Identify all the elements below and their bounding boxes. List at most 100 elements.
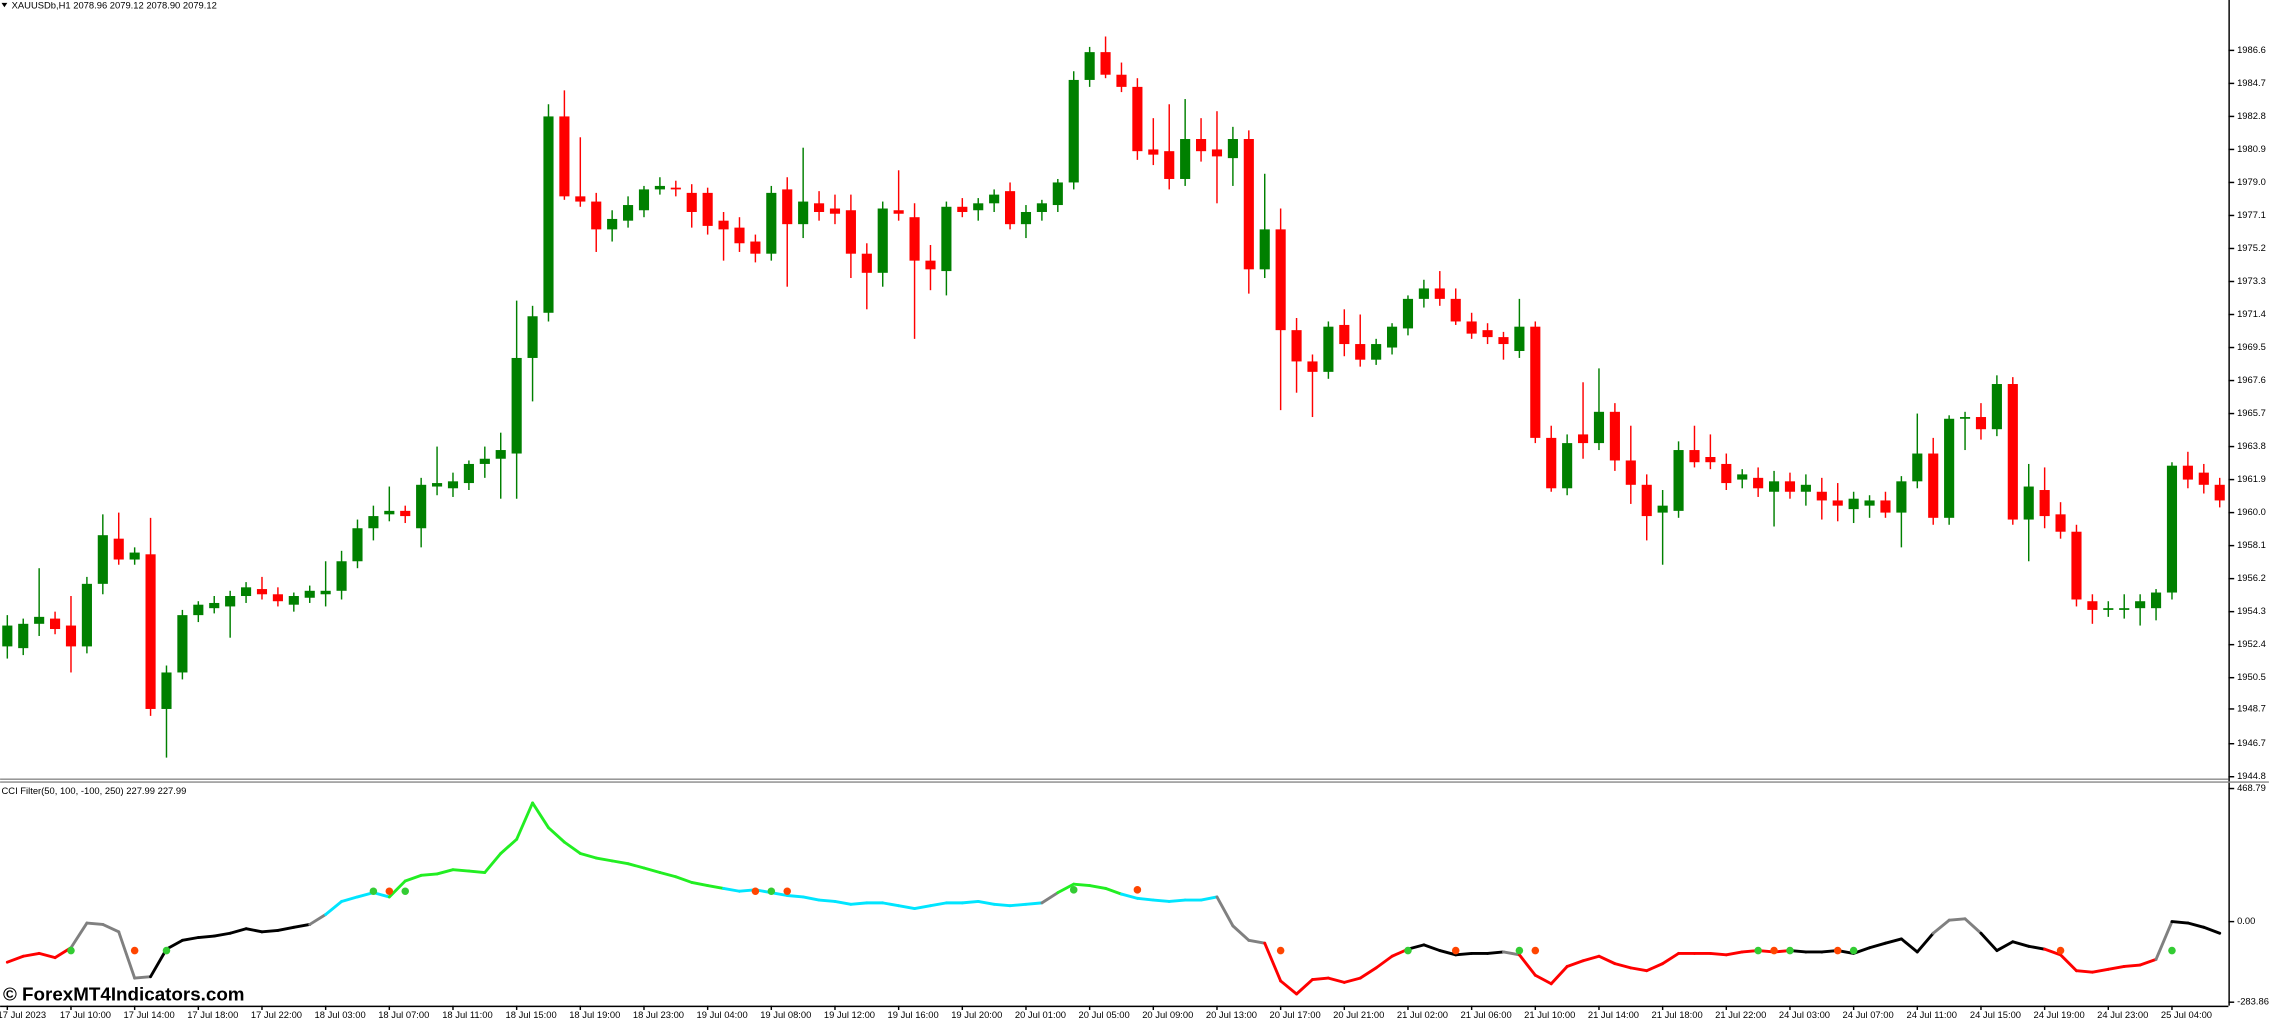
candle-body <box>1562 443 1573 489</box>
y-tick-label: 1950.5 <box>2237 671 2266 682</box>
indicator-segment <box>276 925 296 932</box>
indicator-segment <box>2122 963 2142 968</box>
candle-body <box>161 672 172 709</box>
y-tick-label: 468.79 <box>2237 782 2266 793</box>
signal-dot <box>1069 886 1078 894</box>
candle-body <box>256 589 268 595</box>
signal-dot <box>1770 946 1778 955</box>
signal-dot <box>767 887 776 896</box>
signal-dot <box>1404 946 1412 955</box>
candle-body <box>2039 490 2050 517</box>
indicator-segment <box>165 938 184 951</box>
x-tick-label: 17 Jul 14:00 <box>124 1009 175 1020</box>
candle-body <box>1673 450 1684 511</box>
y-tick-label: 1961.9 <box>2237 473 2266 484</box>
candle-body <box>495 450 506 459</box>
candle-body <box>1705 457 1716 463</box>
indicator-segment <box>403 873 423 883</box>
indicator-segment <box>785 894 805 899</box>
candle-body <box>766 192 777 254</box>
indicator-segment <box>419 872 439 877</box>
signal-dot <box>1849 946 1858 955</box>
candle-body <box>2071 531 2082 600</box>
candle-body <box>1784 481 1796 492</box>
x-tick-label: 19 Jul 08:00 <box>760 1009 811 1020</box>
indicator-segment <box>1311 976 1330 981</box>
indicator-segment <box>212 931 232 938</box>
signal-dot <box>401 887 409 896</box>
candle-body <box>34 616 45 624</box>
candle-body <box>1912 453 1923 482</box>
candle-body <box>2103 608 2114 610</box>
candle-body <box>447 481 459 489</box>
indicator-segment <box>1963 917 1983 935</box>
candle-body <box>702 192 713 226</box>
indicator-segment <box>1581 954 1601 963</box>
candle-body <box>1800 484 1811 492</box>
candle-body <box>272 594 283 602</box>
candle-body <box>543 116 554 313</box>
indicator-segment <box>1947 917 1967 922</box>
indicator-segment <box>292 923 312 929</box>
indicator-segment <box>483 852 503 874</box>
indicator-segment <box>658 871 678 879</box>
signal-dot <box>751 887 760 896</box>
signal-dot <box>1451 946 1460 955</box>
indicator-segment <box>1661 951 1681 966</box>
indicator-segment <box>817 898 837 903</box>
x-tick-label: 21 Jul 10:00 <box>1524 1009 1575 1020</box>
x-tick-label: 21 Jul 18:00 <box>1652 1009 1703 1020</box>
signal-dot <box>1276 946 1285 955</box>
indicator-segment <box>960 900 980 905</box>
indicator-segment <box>547 826 566 844</box>
indicator-segment <box>2090 967 2110 974</box>
candle-body <box>782 189 793 225</box>
indicator-segment <box>1008 902 1028 908</box>
x-tick-label: 18 Jul 19:00 <box>569 1009 620 1020</box>
indicator-title: CCI Filter(50, 100, -100, 250) 227.99 22… <box>2 785 187 796</box>
candle-body <box>1657 505 1668 513</box>
y-tick-label: 1975.2 <box>2237 242 2266 253</box>
candle-body <box>1625 460 1636 485</box>
indicator-segment <box>180 936 200 942</box>
candle-body <box>1577 434 1589 444</box>
candle-body <box>559 116 570 197</box>
indicator-segment <box>515 801 535 841</box>
candle-body <box>1004 191 1016 225</box>
candle-body <box>145 554 156 709</box>
candle-body <box>1896 481 1907 513</box>
candle-body <box>81 583 92 647</box>
indicator-segment <box>1486 950 1505 955</box>
indicator-segment <box>610 859 630 866</box>
indicator-segment <box>1565 959 1585 968</box>
candle-body <box>1816 491 1827 501</box>
indicator-segment <box>2027 944 2047 951</box>
candle-body <box>2166 465 2178 593</box>
candle-body <box>1339 324 1350 345</box>
candle-body <box>1753 477 1764 489</box>
indicator-segment <box>929 901 948 908</box>
candle-body <box>129 552 140 560</box>
candle-body <box>352 528 363 562</box>
x-tick-label: 19 Jul 12:00 <box>824 1009 875 1020</box>
indicator-segment <box>5 954 25 964</box>
candle-body <box>97 535 108 584</box>
signal-dot <box>1754 946 1762 955</box>
x-tick-label: 17 Jul 2023 <box>0 1009 46 1020</box>
candle-body <box>241 587 252 597</box>
signal-dot <box>2168 946 2176 955</box>
indicator-segment <box>1979 931 1999 953</box>
indicator-segment <box>1931 918 1951 935</box>
indicator-segment <box>801 895 821 902</box>
indicator-segment <box>2186 921 2206 929</box>
y-tick-label: 1969.5 <box>2237 341 2266 352</box>
y-tick-label: 1979.0 <box>2237 176 2266 187</box>
x-tick-label: 17 Jul 10:00 <box>60 1009 111 1020</box>
candle-body <box>845 210 856 254</box>
y-tick-label: 1973.3 <box>2237 275 2266 286</box>
x-tick-label: 18 Jul 15:00 <box>506 1009 557 1020</box>
signal-dot <box>162 946 171 955</box>
indicator-segment <box>594 856 614 863</box>
indicator-segment <box>531 801 550 830</box>
x-tick-label: 24 Jul 19:00 <box>2034 1009 2085 1020</box>
